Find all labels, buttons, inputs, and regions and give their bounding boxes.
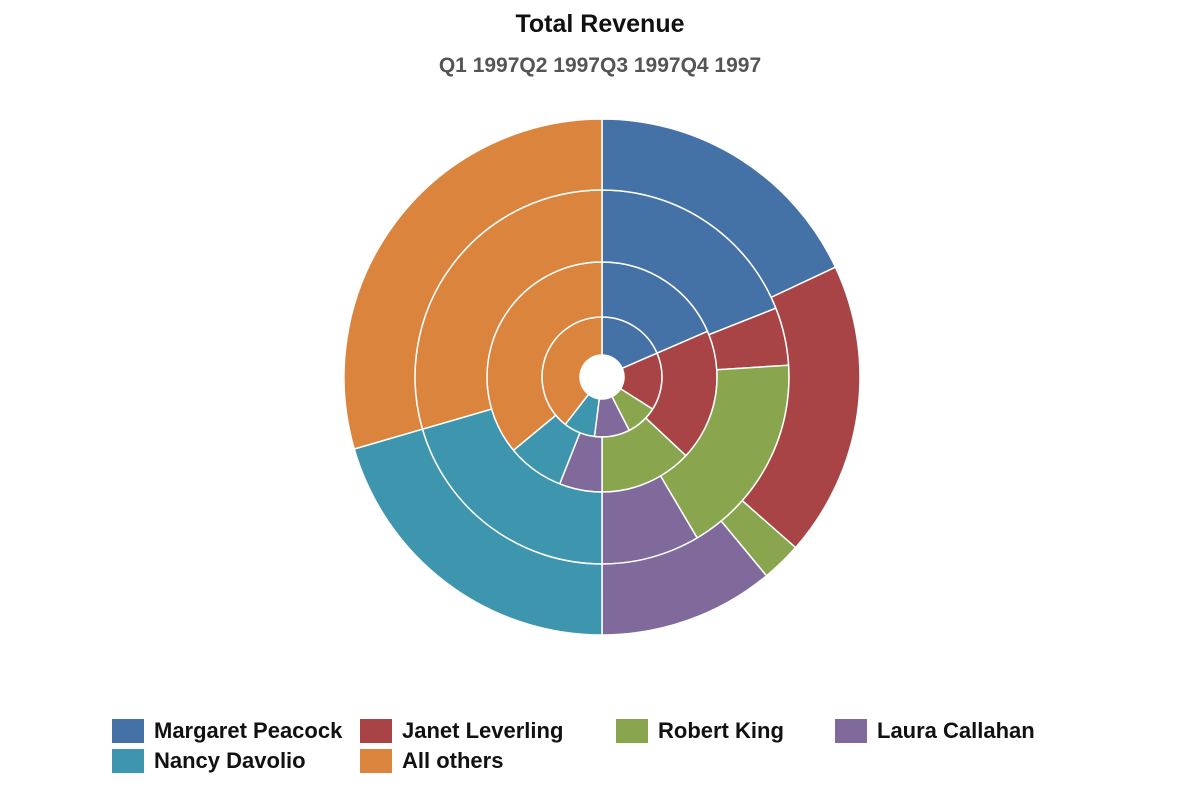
legend-item-laura-callahan[interactable]: Laura Callahan [835, 718, 1035, 744]
legend-swatch [112, 749, 144, 773]
legend-label: All others [402, 748, 504, 773]
legend-label: Margaret Peacock [154, 718, 343, 743]
subtitle-part: Q2 1997 [519, 54, 600, 77]
legend-swatch [112, 719, 144, 743]
legend-swatch [616, 719, 648, 743]
chart-subtitle: Q1 1997Q2 1997Q3 1997Q4 1997 [0, 54, 1200, 78]
legend-item-all-others[interactable]: All others [360, 748, 503, 774]
legend-item-robert-king[interactable]: Robert King [616, 718, 835, 744]
legend-label: Robert King [658, 718, 784, 743]
subtitle-part: Q4 1997 [680, 54, 762, 77]
chart-legend: Margaret Peacock Janet Leverling Robert … [112, 718, 1112, 774]
legend-swatch [360, 749, 392, 773]
legend-item-margaret-peacock[interactable]: Margaret Peacock [112, 718, 360, 744]
chart-title: Total Revenue [515, 10, 685, 38]
legend-label: Laura Callahan [877, 718, 1035, 743]
legend-label: Janet Leverling [402, 718, 564, 743]
legend-swatch [835, 719, 867, 743]
legend-item-nancy-davolio[interactable]: Nancy Davolio [112, 748, 360, 774]
legend-item-janet-leverling[interactable]: Janet Leverling [360, 718, 616, 744]
subtitle-part: Q1 1997 [438, 54, 520, 77]
legend-swatch [360, 719, 392, 743]
slice-all-others-ring-4[interactable] [343, 118, 603, 450]
legend-label: Nancy Davolio [154, 748, 306, 773]
subtitle-part: Q3 1997 [600, 54, 681, 77]
revenue-donut-chart [343, 118, 861, 636]
